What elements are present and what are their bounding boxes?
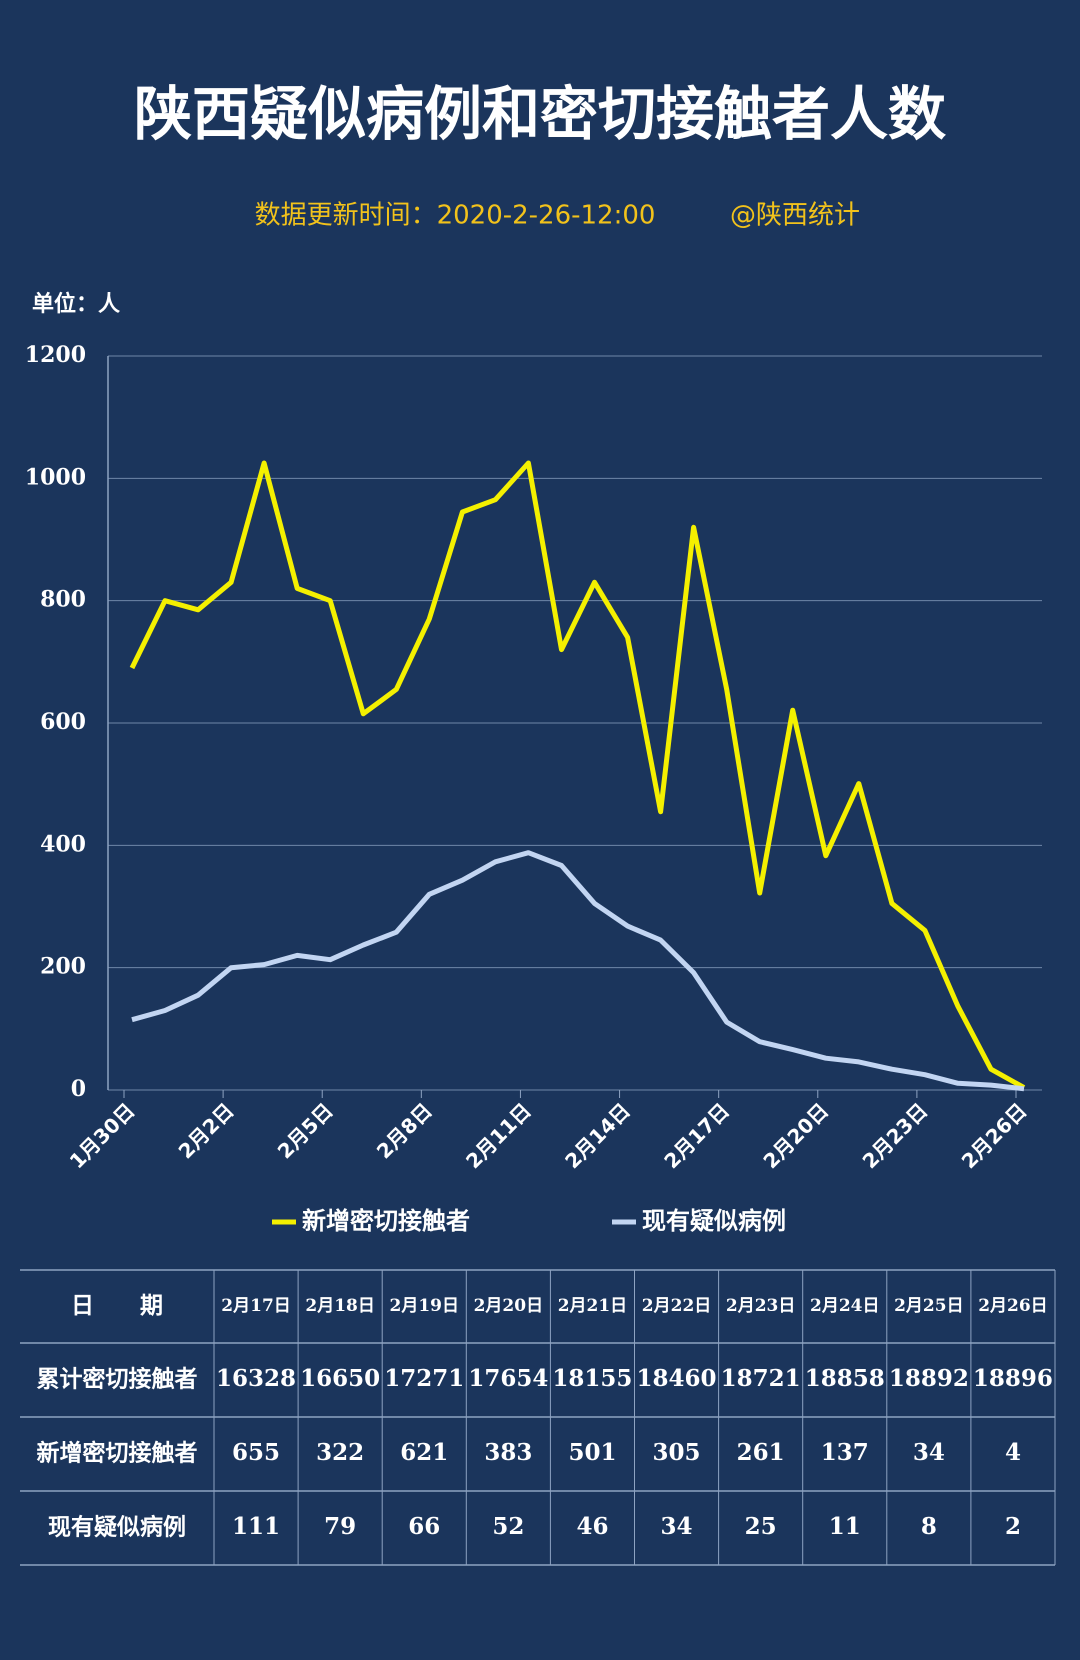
- line: [129, 460, 1026, 1090]
- table-cell: 2: [1005, 1513, 1021, 1540]
- table-cell: 17654: [468, 1365, 548, 1392]
- title: 陕西疑似病例和密切接触者人数: [134, 80, 946, 148]
- table-cell: 16328: [216, 1365, 296, 1392]
- table-cell: 322: [316, 1439, 364, 1466]
- table-header: 日 期: [71, 1293, 163, 1319]
- table-cell: 25: [745, 1513, 777, 1540]
- table-cell: 18460: [637, 1365, 717, 1392]
- y-tick-label: 1000: [25, 464, 86, 490]
- x-tick-label: 2月11日: [461, 1098, 536, 1173]
- table-cell: 621: [400, 1439, 448, 1466]
- unit-label: 单位：人: [32, 291, 120, 317]
- table-cell: 18892: [889, 1365, 969, 1392]
- table-cell: 46: [576, 1513, 608, 1540]
- source: @陕西统计: [730, 201, 860, 231]
- table-cell: 18896: [973, 1365, 1053, 1392]
- x-tick-label: 2月14日: [560, 1098, 635, 1173]
- table-header: 2月17日: [221, 1296, 291, 1316]
- table-header: 2月26日: [978, 1296, 1048, 1316]
- table-cell: 261: [737, 1439, 785, 1466]
- x-tick-label: 2月5日: [273, 1098, 338, 1163]
- table-cell: 8: [921, 1513, 937, 1540]
- table-cell: 52: [492, 1513, 524, 1540]
- x-tick-label: 1月30日: [65, 1098, 140, 1173]
- legend-label: 现有疑似病例: [642, 1207, 786, 1235]
- table-cell: 16650: [300, 1365, 380, 1392]
- y-tick-label: 600: [40, 709, 86, 735]
- x-tick-label: 2月23日: [858, 1098, 933, 1173]
- table-cell: 305: [653, 1439, 701, 1466]
- table-cell: 383: [484, 1439, 532, 1466]
- table-header: 2月20日: [474, 1296, 544, 1316]
- table-cell: 34: [913, 1439, 945, 1466]
- table-cell: 新增密切接触者: [37, 1440, 198, 1467]
- table-cell: 现有疑似病例: [48, 1514, 186, 1541]
- table-cell: 累计密切接触者: [37, 1366, 198, 1393]
- subtitle: 数据更新时间：2020-2-26-12:00: [255, 201, 656, 231]
- x-tick-label: 2月8日: [372, 1098, 437, 1163]
- table-header: 2月21日: [558, 1296, 628, 1316]
- y-tick-label: 400: [40, 831, 86, 857]
- table-cell: 18858: [805, 1365, 885, 1392]
- x-tick-label: 2月20日: [758, 1098, 833, 1173]
- legend-label: 新增密切接触者: [302, 1207, 470, 1235]
- y-tick-label: 800: [40, 587, 86, 613]
- x-tick-label: 2月17日: [659, 1098, 734, 1173]
- table-header: 2月25日: [894, 1296, 964, 1316]
- table-cell: 4: [1005, 1439, 1021, 1466]
- table-cell: 501: [568, 1439, 616, 1466]
- x-tick-label: 2月2日: [174, 1098, 239, 1163]
- x-tick-label: 2月26日: [957, 1098, 1032, 1173]
- table-cell: 137: [821, 1439, 869, 1466]
- table-header: 2月18日: [305, 1296, 375, 1316]
- y-tick-label: 1200: [25, 342, 86, 368]
- table-cell: 655: [232, 1439, 280, 1466]
- table-cell: 18721: [721, 1365, 801, 1392]
- table-header: 2月23日: [726, 1296, 796, 1316]
- table-cell: 11: [829, 1513, 861, 1540]
- table-cell: 79: [324, 1513, 356, 1540]
- y-tick-label: 200: [40, 954, 86, 980]
- table-cell: 18155: [552, 1365, 632, 1392]
- line: [131, 850, 1025, 1092]
- table-cell: 17271: [384, 1365, 464, 1392]
- table-header: 2月22日: [642, 1296, 712, 1316]
- table-header: 2月24日: [810, 1296, 880, 1316]
- table-cell: 66: [408, 1513, 440, 1540]
- table-cell: 111: [232, 1513, 280, 1540]
- y-tick-label: 0: [71, 1076, 86, 1102]
- table-cell: 34: [661, 1513, 693, 1540]
- table-header: 2月19日: [390, 1296, 460, 1316]
